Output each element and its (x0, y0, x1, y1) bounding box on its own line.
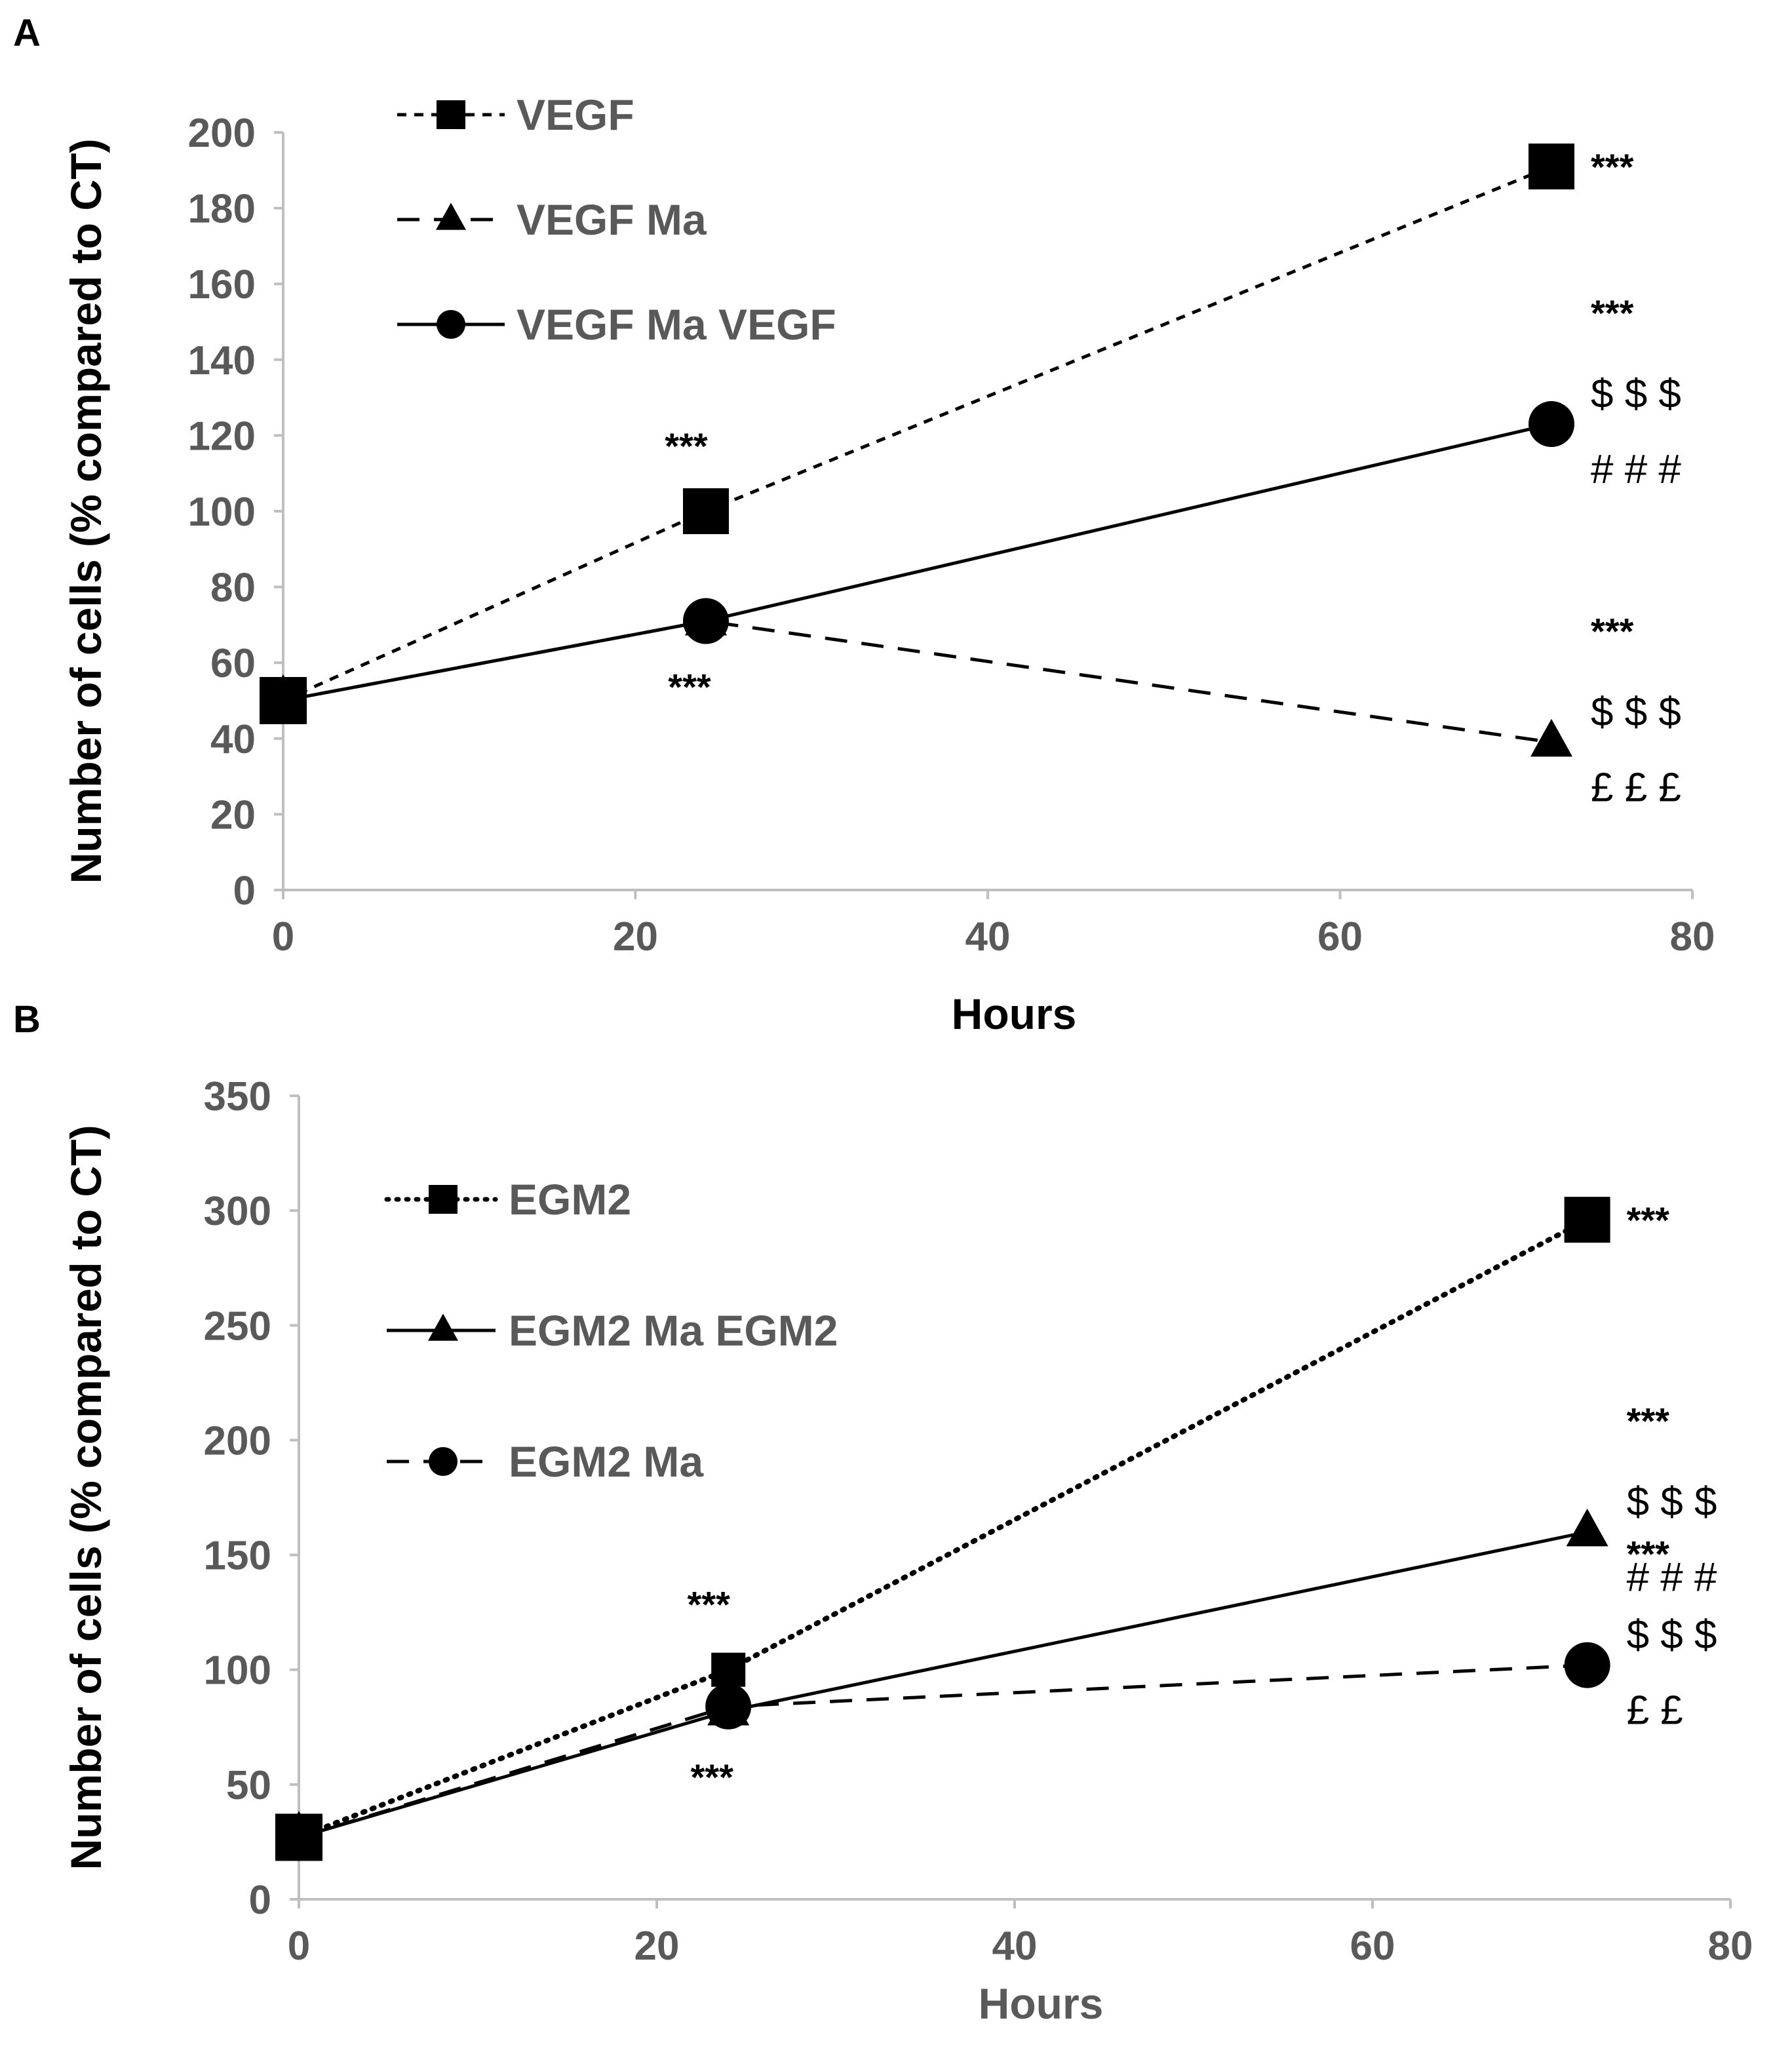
significance-annotation-line: $ $ $ (1591, 690, 1681, 735)
x-tick-label: 80 (1670, 914, 1715, 959)
series-line-0 (296, 1217, 1590, 1840)
significance-annotation-line: *** (1591, 292, 1634, 334)
legend-label: EGM2 Ma (509, 1437, 704, 1486)
y-tick-label: 100 (204, 1648, 271, 1694)
panel-letter-a: A (13, 12, 41, 54)
significance-annotation-line: # # # (1591, 447, 1681, 492)
legend-label: VEGF Ma VEGF (516, 300, 836, 349)
significance-annotation: *** (1591, 146, 1634, 187)
y-tick-label: 50 (226, 1763, 271, 1808)
legend-label: EGM2 Ma EGM2 (509, 1306, 838, 1355)
significance-annotation-line: # # # (1627, 1555, 1717, 1600)
series-line-0 (282, 165, 1552, 703)
series-line-2 (282, 422, 1552, 703)
y-tick-label: 180 (188, 187, 256, 232)
x-tick-label: 60 (1317, 914, 1363, 959)
significance-annotation-line: $ $ $ (1627, 1480, 1717, 1525)
chart-panel-b: 0 50 100 150 200 250 300 350 0 20 40 60 80 Number of … (62, 1074, 1753, 2028)
y-tick-label: 250 (204, 1304, 271, 1349)
x-tick-label: 80 (1708, 1924, 1753, 1969)
data-point-square (1529, 144, 1574, 190)
data-point-circle (1564, 1642, 1610, 1688)
data-point-triangle (1530, 718, 1572, 757)
legend-marker-circle (437, 310, 465, 339)
y-tick-label: 0 (249, 1878, 271, 1923)
series-line-2 (298, 1663, 1587, 1839)
legend-label: VEGF Ma (516, 195, 707, 244)
data-point-circle (1529, 401, 1574, 448)
legend-marker-square (429, 1185, 458, 1214)
data-point-square (711, 1652, 746, 1687)
legend-marker-triangle (428, 1313, 458, 1341)
y-tick-label: 200 (204, 1418, 271, 1463)
legend-marker-square (437, 100, 465, 129)
x-tick-label: 20 (613, 914, 658, 959)
y-tick-label: 80 (210, 566, 256, 611)
x-tick-label: 40 (992, 1924, 1038, 1969)
y-axis-title: Number of cells (% compared to CT) (62, 139, 110, 884)
legend-label: EGM2 (509, 1175, 631, 1224)
significance-annotation-line: £ £ (1627, 1688, 1683, 1733)
series-line-1 (298, 1530, 1588, 1839)
significance-annotation-line: $ $ $ (1591, 372, 1681, 417)
significance-annotation: *** (688, 1584, 731, 1625)
y-tick-label: 200 (188, 111, 256, 156)
y-tick-label: 160 (188, 262, 256, 307)
y-tick-label: 140 (188, 338, 256, 383)
significance-annotation-line: *** (1627, 1401, 1670, 1442)
significance-annotation: *** (665, 425, 708, 467)
legend-label: VEGF (516, 90, 634, 139)
data-point-square (1564, 1197, 1610, 1243)
data-point-circle (275, 1813, 322, 1861)
chart-panel-a: 0 20 40 60 80 100 120 140 160 180 200 0 20 40 60 80 Numb… (62, 90, 1715, 1038)
x-tick-label: 40 (965, 914, 1011, 959)
data-point-square (683, 488, 729, 534)
y-tick-label: 20 (210, 792, 256, 838)
x-tick-label: 20 (634, 1924, 680, 1969)
y-tick-label: 300 (204, 1189, 271, 1234)
y-axis-title: Number of cells (% compared to CT) (62, 1125, 110, 1870)
data-point-circle (705, 1683, 752, 1730)
legend-marker-triangle (436, 203, 466, 230)
data-point-circle (683, 598, 729, 644)
significance-annotation-line: *** (1591, 611, 1634, 652)
y-tick-label: 350 (204, 1074, 271, 1119)
x-axis-title: Hours (979, 1979, 1104, 2028)
x-tick-label: 0 (272, 914, 294, 959)
significance-annotation: *** (691, 1756, 734, 1798)
data-point-triangle (1566, 1508, 1608, 1547)
data-point-circle (260, 677, 307, 724)
series-line-1 (282, 619, 1552, 745)
significance-annotation-line: £ £ £ (1591, 765, 1681, 811)
y-tick-label: 40 (210, 717, 256, 762)
significance-annotation-line: *** (1627, 1534, 1670, 1575)
y-tick-label: 120 (188, 414, 256, 459)
x-tick-label: 0 (288, 1924, 310, 1969)
y-tick-label: 100 (188, 490, 256, 535)
panel-letter-b: B (13, 998, 41, 1041)
y-tick-label: 0 (233, 868, 256, 914)
y-tick-label: 60 (210, 641, 256, 686)
significance-annotation-line: $ $ $ (1627, 1613, 1717, 1658)
significance-annotation: *** (668, 667, 711, 708)
x-axis-title: Hours (952, 990, 1077, 1038)
x-tick-label: 60 (1350, 1924, 1395, 1969)
significance-annotation: *** (1627, 1199, 1670, 1241)
y-tick-label: 150 (204, 1534, 271, 1579)
legend-marker-circle (429, 1447, 458, 1476)
